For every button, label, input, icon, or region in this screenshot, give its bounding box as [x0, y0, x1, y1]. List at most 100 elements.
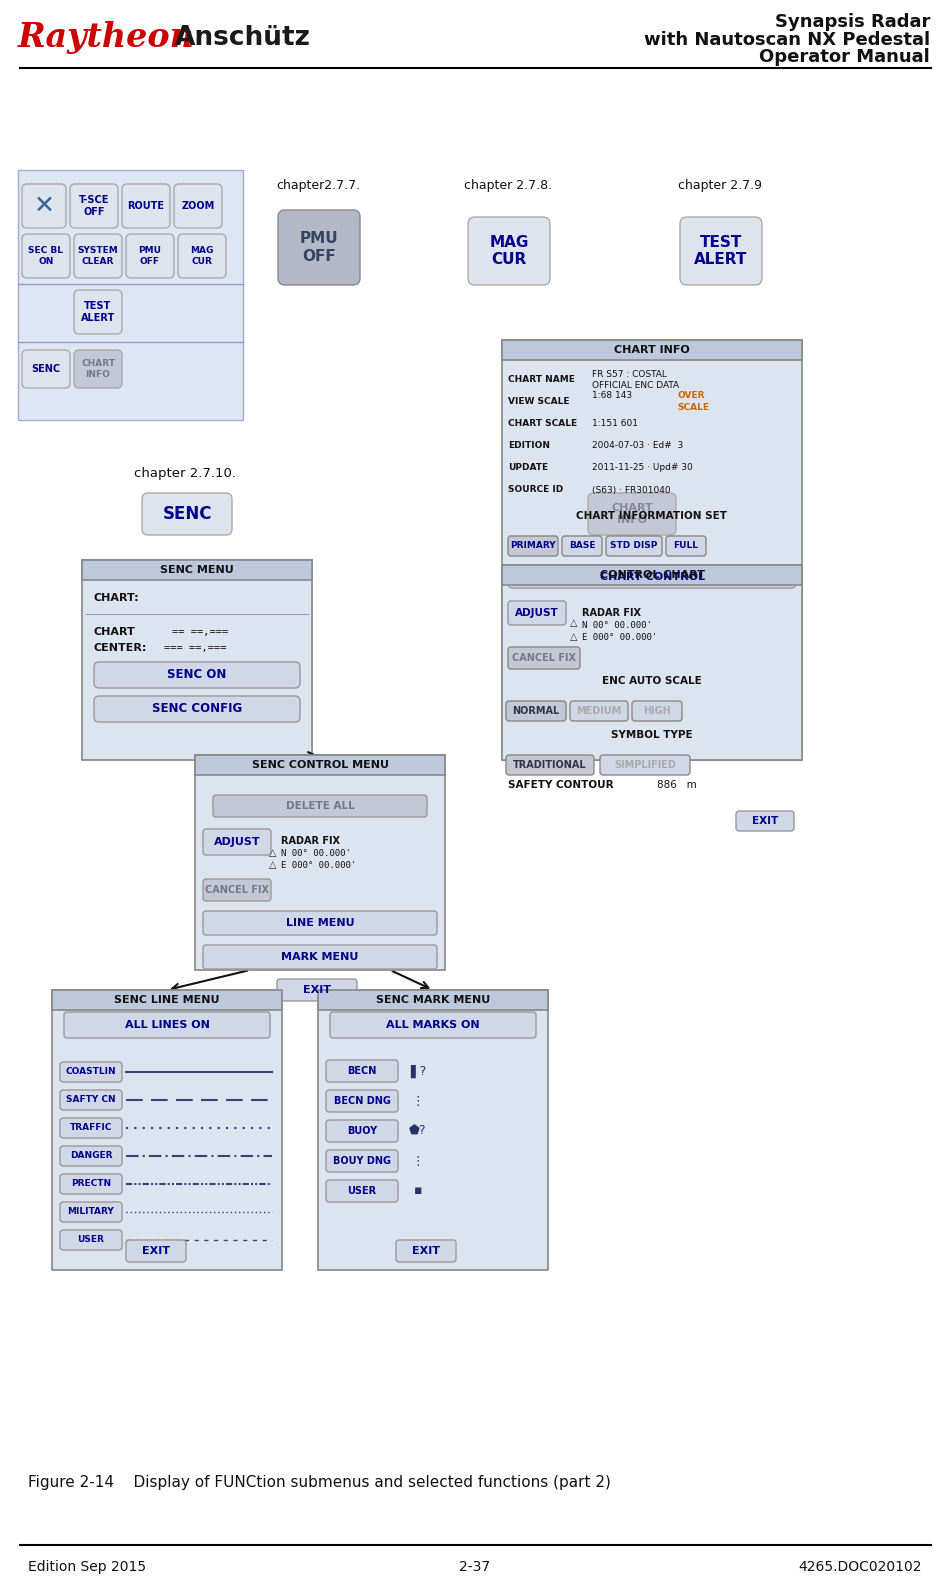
Text: E 000° 00.000': E 000° 00.000' [281, 861, 357, 870]
FancyBboxPatch shape [203, 945, 437, 969]
Text: 1:151 601: 1:151 601 [592, 420, 638, 428]
Text: △: △ [571, 617, 578, 628]
FancyBboxPatch shape [174, 185, 222, 228]
Text: BOUY DNG: BOUY DNG [333, 1157, 391, 1166]
Bar [18, 170, 243, 420]
Text: ALL MARKS ON: ALL MARKS ON [386, 1020, 480, 1029]
Text: DELETE ALL: DELETE ALL [285, 800, 355, 811]
Text: STD DISP: STD DISP [611, 541, 658, 550]
Text: SAFTY CN: SAFTY CN [67, 1096, 116, 1104]
Text: ZOOM: ZOOM [182, 200, 215, 212]
Text: CHART: CHART [94, 627, 136, 636]
Text: PMU
OFF: PMU OFF [139, 247, 162, 266]
Text: Operator Manual: Operator Manual [759, 48, 930, 65]
Text: USER: USER [347, 1185, 377, 1196]
Text: CHART CONTROL: CHART CONTROL [599, 573, 705, 582]
Text: CHART INFO: CHART INFO [614, 345, 689, 355]
FancyBboxPatch shape [142, 493, 232, 535]
Bar [502, 340, 802, 760]
FancyBboxPatch shape [468, 216, 550, 285]
Text: BECN DNG: BECN DNG [334, 1096, 391, 1106]
FancyBboxPatch shape [64, 1012, 270, 1037]
Text: chapter 2.7.10.: chapter 2.7.10. [134, 468, 236, 480]
Text: SAFETY CONTOUR: SAFETY CONTOUR [508, 780, 613, 791]
FancyBboxPatch shape [60, 1146, 122, 1166]
FancyBboxPatch shape [508, 648, 580, 668]
FancyBboxPatch shape [326, 1090, 398, 1112]
FancyBboxPatch shape [178, 234, 226, 278]
Text: △: △ [269, 848, 277, 858]
Bar [502, 565, 802, 585]
FancyBboxPatch shape [326, 1060, 398, 1082]
FancyBboxPatch shape [22, 350, 70, 388]
Text: EXIT: EXIT [142, 1246, 170, 1255]
FancyBboxPatch shape [277, 978, 357, 1001]
FancyBboxPatch shape [94, 695, 300, 722]
Text: CHART NAME: CHART NAME [508, 375, 574, 385]
Text: PRECTN: PRECTN [71, 1179, 111, 1188]
FancyBboxPatch shape [213, 796, 427, 818]
FancyBboxPatch shape [508, 536, 558, 555]
FancyBboxPatch shape [74, 290, 122, 334]
FancyBboxPatch shape [22, 185, 66, 228]
Text: SEC BL
ON: SEC BL ON [29, 247, 64, 266]
Text: CONTROL CHART: CONTROL CHART [599, 570, 705, 581]
FancyBboxPatch shape [94, 662, 300, 687]
Text: MEDIUM: MEDIUM [576, 706, 622, 716]
Text: CHART
INFO: CHART INFO [611, 503, 653, 525]
Text: SENC CONTROL MENU: SENC CONTROL MENU [251, 760, 389, 770]
FancyBboxPatch shape [203, 829, 271, 854]
Text: 2-37: 2-37 [459, 1561, 491, 1573]
FancyBboxPatch shape [666, 536, 706, 555]
Text: Edition Sep 2015: Edition Sep 2015 [28, 1561, 146, 1573]
Text: 1:68 143: 1:68 143 [592, 391, 632, 401]
Text: CHART
INFO: CHART INFO [81, 360, 115, 379]
FancyBboxPatch shape [600, 756, 690, 775]
Text: ADJUST: ADJUST [214, 837, 261, 846]
FancyBboxPatch shape [570, 702, 628, 721]
FancyBboxPatch shape [74, 350, 122, 388]
Text: ⬟?: ⬟? [409, 1125, 427, 1138]
Text: EXIT: EXIT [303, 985, 331, 994]
Text: RADAR FIX: RADAR FIX [281, 835, 340, 846]
Text: LINE MENU: LINE MENU [285, 918, 355, 928]
Text: TEST
ALERT: TEST ALERT [694, 235, 747, 267]
Text: SENC LINE MENU: SENC LINE MENU [114, 994, 220, 1006]
Text: SENC ON: SENC ON [167, 668, 226, 681]
FancyBboxPatch shape [396, 1239, 456, 1262]
FancyBboxPatch shape [60, 1174, 122, 1193]
Text: E 000° 00.000': E 000° 00.000' [582, 633, 657, 641]
Text: MAG
CUR: MAG CUR [190, 247, 214, 266]
FancyBboxPatch shape [606, 536, 662, 555]
Text: === ==,===: === ==,=== [164, 643, 226, 652]
Text: PMU
OFF: PMU OFF [300, 231, 339, 264]
Text: △: △ [269, 861, 277, 870]
Text: Figure 2-14    Display of FUNCtion submenus and selected functions (part 2): Figure 2-14 Display of FUNCtion submenus… [28, 1475, 611, 1491]
FancyBboxPatch shape [60, 1063, 122, 1082]
Text: CANCEL FIX: CANCEL FIX [512, 652, 576, 663]
Text: TEST
ALERT: TEST ALERT [81, 301, 115, 323]
Text: CHART SCALE: CHART SCALE [508, 420, 577, 428]
FancyBboxPatch shape [736, 811, 794, 831]
Text: TRADITIONAL: TRADITIONAL [514, 760, 587, 770]
FancyBboxPatch shape [330, 1012, 536, 1037]
FancyBboxPatch shape [74, 234, 122, 278]
Text: MAG
CUR: MAG CUR [490, 235, 529, 267]
FancyBboxPatch shape [506, 756, 594, 775]
Text: EXIT: EXIT [412, 1246, 440, 1255]
FancyBboxPatch shape [632, 702, 682, 721]
FancyBboxPatch shape [126, 1239, 186, 1262]
Text: VIEW SCALE: VIEW SCALE [508, 398, 570, 406]
FancyBboxPatch shape [680, 216, 762, 285]
FancyBboxPatch shape [588, 493, 676, 535]
Text: CANCEL FIX: CANCEL FIX [205, 885, 269, 896]
FancyBboxPatch shape [122, 185, 170, 228]
FancyBboxPatch shape [562, 536, 602, 555]
Text: BASE: BASE [569, 541, 595, 550]
Text: HIGH: HIGH [643, 706, 670, 716]
FancyBboxPatch shape [326, 1181, 398, 1201]
Text: COASTLIN: COASTLIN [66, 1068, 116, 1077]
Bar [195, 756, 445, 775]
Bar [82, 560, 312, 760]
Text: N 00° 00.000': N 00° 00.000' [582, 620, 651, 630]
